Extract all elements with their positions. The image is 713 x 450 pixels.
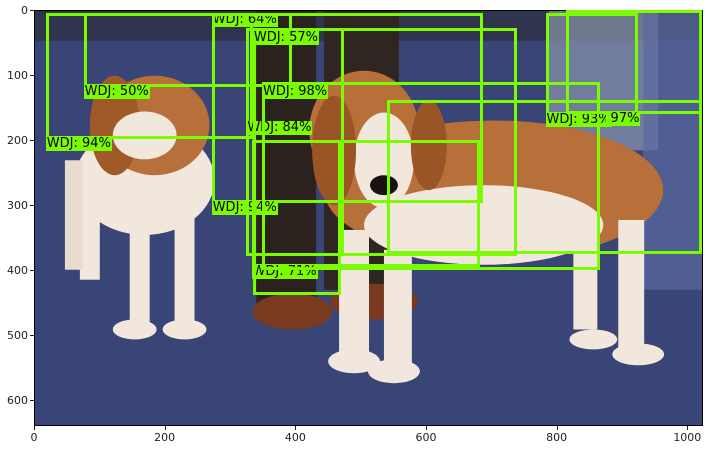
x-tick-label: 200 [154, 431, 176, 444]
detection-box [566, 10, 702, 114]
y-tick [30, 75, 34, 76]
detection-box [262, 82, 601, 270]
x-tick [164, 426, 166, 430]
y-tick [30, 10, 34, 11]
detection-box [211, 13, 484, 204]
detection-label: WDJ: 94% [211, 200, 278, 216]
detection-box [252, 140, 342, 295]
x-tick-label: 0 [30, 431, 38, 444]
detection-label: WDJ: 64% [211, 12, 278, 28]
detection-label: WDJ: 94% [45, 135, 112, 151]
detection-label: WDJ: 57% [252, 29, 319, 45]
y-tick-label: 600 [7, 393, 28, 407]
x-tick-label: 1000 [673, 431, 702, 444]
detection-label: WDJ: 98% [262, 84, 329, 100]
detection-box [386, 100, 702, 254]
x-tick-label: 800 [546, 431, 568, 444]
detection-label: WDJ: 97% [606, 112, 641, 126]
y-tick-label: 0 [21, 3, 28, 17]
y-tick-label: 500 [7, 328, 28, 342]
x-tick [295, 426, 297, 430]
y-tick [30, 140, 34, 141]
y-tick-label: 400 [7, 263, 28, 277]
y-tick-label: 100 [7, 68, 28, 82]
x-tick [687, 426, 689, 430]
detection-box [83, 13, 293, 87]
y-tick [30, 205, 34, 206]
x-tick-label: 400 [284, 431, 306, 444]
beagle-photo [35, 11, 702, 425]
detection-label: WDJ: 93% [545, 112, 612, 128]
x-tick [34, 426, 35, 430]
photo-panel [34, 10, 703, 426]
y-tick [30, 335, 34, 336]
x-tick-label: 600 [415, 431, 437, 444]
y-tick-label: 200 [7, 133, 28, 147]
x-tick [425, 426, 427, 430]
y-tick [30, 270, 34, 271]
y-tick-label: 300 [7, 198, 28, 212]
x-tick [556, 426, 558, 430]
detection-label: WDJ: 50% [83, 83, 150, 99]
y-tick [30, 400, 34, 401]
